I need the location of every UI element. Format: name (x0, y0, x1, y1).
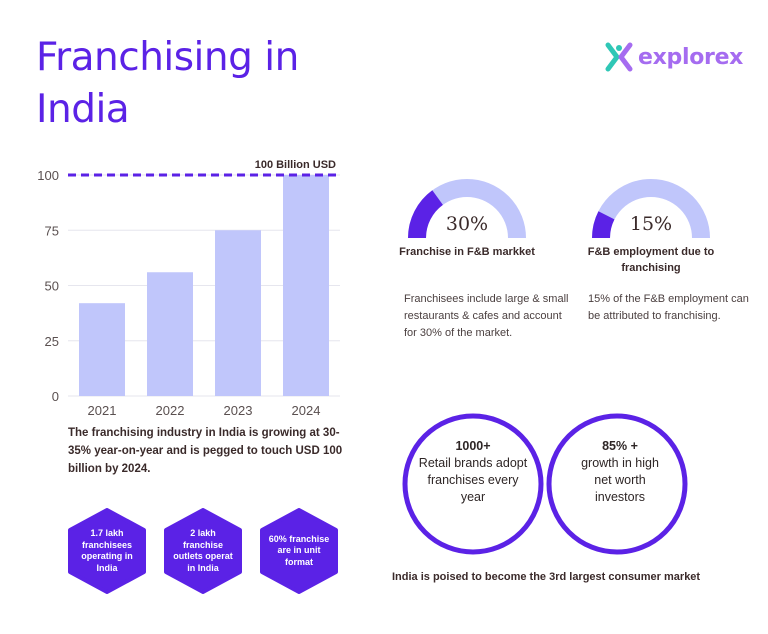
venn-right-body: growth in high net worth investors (581, 456, 659, 504)
gauge-description: Franchisees include large & small restau… (404, 293, 569, 339)
brand-logo: explorex (604, 40, 743, 74)
venn-right-text: 85% + growth in high net worth investors (574, 438, 666, 506)
x-tick-label: 2024 (292, 403, 321, 418)
gauge-label: F&B employment due to franchising (587, 246, 715, 274)
y-tick-label: 75 (45, 223, 59, 238)
x-tick-label: 2021 (88, 403, 117, 418)
venn-left-body: Retail brands adopt franchises every yea… (418, 456, 528, 504)
x-tick-label: 2022 (156, 403, 185, 418)
bar (147, 272, 193, 396)
gauge-value: 30% (445, 213, 489, 235)
bottom-caption: India is poised to become the 3rd larges… (392, 571, 701, 583)
y-tick-label: 50 (45, 279, 59, 294)
gauge-fnb-market: 30% (406, 175, 528, 241)
hexagon-text: 2 lakh franchise outlets operat in India (173, 528, 233, 573)
reference-line-label: 100 Billion USD (255, 159, 336, 171)
hexagon-text: 60% franchise are in unit format (268, 533, 330, 567)
stat-hexagon: 60% franchise are in unit format (260, 508, 338, 594)
venn-diagram: 1000+ Retail brands adopt franchises eve… (400, 410, 730, 560)
hexagon-text: 1.7 lakh franchisees operating in India (81, 528, 133, 573)
venn-left-text: 1000+ Retail brands adopt franchises eve… (418, 438, 528, 506)
bar (79, 303, 125, 396)
stat-hexagon: 1.7 lakh franchisees operating in India (68, 508, 146, 594)
venn-right-headline: 85% + (602, 439, 638, 453)
stat-hexagon: 2 lakh franchise outlets operat in India (164, 508, 242, 594)
x-tick-label: 2023 (224, 403, 253, 418)
gauge-ring (592, 179, 710, 239)
bar (283, 175, 329, 396)
bar (215, 230, 261, 396)
page-title: Franchising in India (36, 35, 299, 132)
venn-left-headline: 1000+ (455, 439, 491, 453)
gauge-ring (408, 179, 526, 239)
chart-caption: The franchising industry in India is gro… (68, 427, 343, 475)
y-tick-label: 100 (37, 168, 59, 183)
brand-name: explorex (638, 44, 744, 70)
venn-circle-left (402, 413, 544, 555)
bar-chart: 0 25 50 75 100 2021 2022 2023 2024 100 Billion … (37, 159, 340, 418)
explorex-x-icon (605, 42, 633, 72)
gauge-description: 15% of the F&B employment can be attribu… (588, 293, 749, 322)
y-tick-label: 0 (52, 389, 59, 404)
gauge-label: Franchise in F&B markket (399, 246, 535, 258)
gauge-value: 15% (629, 213, 673, 235)
gauge-fnb-employment: 15% (590, 175, 712, 241)
venn-circle-right (546, 413, 688, 555)
y-tick-label: 25 (45, 334, 59, 349)
